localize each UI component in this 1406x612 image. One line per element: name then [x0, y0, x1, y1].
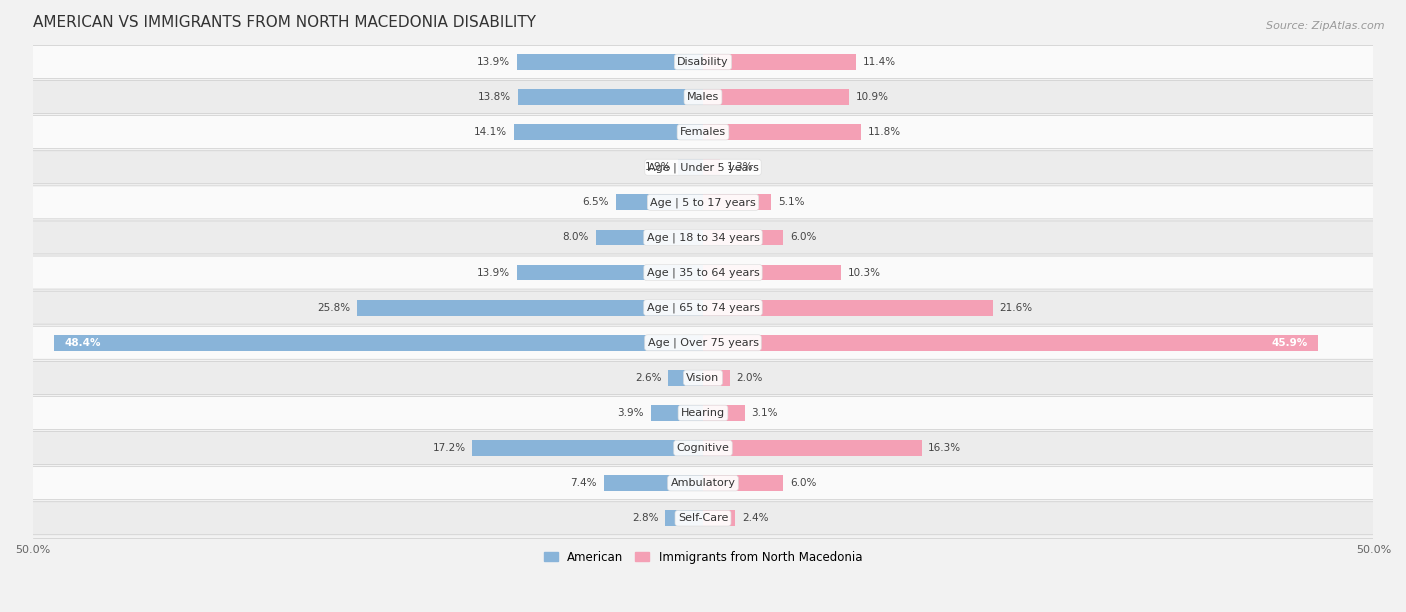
Bar	[596, 230, 703, 245]
Bar	[703, 370, 730, 386]
Text: 16.3%: 16.3%	[928, 443, 962, 453]
Text: 13.8%: 13.8%	[478, 92, 512, 102]
Bar	[516, 54, 703, 70]
Bar	[668, 370, 703, 386]
FancyBboxPatch shape	[32, 467, 1374, 499]
Text: Males: Males	[688, 92, 718, 102]
Text: Age | Under 5 years: Age | Under 5 years	[648, 162, 758, 173]
Text: 3.1%: 3.1%	[751, 408, 778, 418]
FancyBboxPatch shape	[32, 81, 1374, 114]
Text: 10.9%: 10.9%	[856, 92, 889, 102]
FancyBboxPatch shape	[32, 397, 1374, 430]
Text: 7.4%: 7.4%	[571, 478, 598, 488]
Bar	[703, 300, 993, 316]
Bar	[472, 440, 703, 456]
Bar	[703, 476, 783, 491]
Text: AMERICAN VS IMMIGRANTS FROM NORTH MACEDONIA DISABILITY: AMERICAN VS IMMIGRANTS FROM NORTH MACEDO…	[32, 15, 536, 30]
Text: 2.8%: 2.8%	[633, 513, 659, 523]
Bar	[703, 124, 862, 140]
Bar	[703, 440, 921, 456]
Bar	[651, 405, 703, 421]
Text: 17.2%: 17.2%	[433, 443, 465, 453]
Text: 1.3%: 1.3%	[727, 162, 754, 172]
FancyBboxPatch shape	[32, 45, 1374, 78]
Text: Age | 35 to 64 years: Age | 35 to 64 years	[647, 267, 759, 278]
Text: 21.6%: 21.6%	[1000, 303, 1032, 313]
Text: Vision: Vision	[686, 373, 720, 383]
Text: Age | Over 75 years: Age | Over 75 years	[648, 337, 758, 348]
Bar	[703, 264, 841, 280]
Bar	[703, 89, 849, 105]
Text: 25.8%: 25.8%	[318, 303, 350, 313]
Bar	[703, 230, 783, 245]
Text: 6.0%: 6.0%	[790, 233, 817, 242]
Text: 1.9%: 1.9%	[644, 162, 671, 172]
Text: Age | 65 to 74 years: Age | 65 to 74 years	[647, 302, 759, 313]
Text: Disability: Disability	[678, 57, 728, 67]
Text: 48.4%: 48.4%	[65, 338, 101, 348]
FancyBboxPatch shape	[32, 186, 1374, 219]
Text: 6.5%: 6.5%	[582, 197, 609, 207]
Bar	[703, 405, 745, 421]
Text: Source: ZipAtlas.com: Source: ZipAtlas.com	[1267, 21, 1385, 31]
Text: 13.9%: 13.9%	[477, 57, 510, 67]
Text: 2.4%: 2.4%	[742, 513, 769, 523]
Bar	[517, 89, 703, 105]
Text: 10.3%: 10.3%	[848, 267, 880, 278]
Text: Self-Care: Self-Care	[678, 513, 728, 523]
Bar	[603, 476, 703, 491]
Text: 45.9%: 45.9%	[1271, 338, 1308, 348]
Bar	[678, 159, 703, 175]
FancyBboxPatch shape	[32, 291, 1374, 324]
Bar	[703, 510, 735, 526]
Bar	[616, 195, 703, 211]
Text: 2.6%: 2.6%	[636, 373, 661, 383]
Bar	[515, 124, 703, 140]
FancyBboxPatch shape	[32, 502, 1374, 535]
Bar	[703, 195, 772, 211]
Text: 5.1%: 5.1%	[778, 197, 804, 207]
Text: Females: Females	[681, 127, 725, 137]
Bar	[516, 264, 703, 280]
Text: 2.0%: 2.0%	[737, 373, 763, 383]
Text: 14.1%: 14.1%	[474, 127, 508, 137]
Text: 11.4%: 11.4%	[862, 57, 896, 67]
Text: 8.0%: 8.0%	[562, 233, 589, 242]
Text: Ambulatory: Ambulatory	[671, 478, 735, 488]
Bar	[53, 335, 703, 351]
Text: Hearing: Hearing	[681, 408, 725, 418]
Text: Age | 5 to 17 years: Age | 5 to 17 years	[650, 197, 756, 207]
Text: 13.9%: 13.9%	[477, 267, 510, 278]
FancyBboxPatch shape	[32, 361, 1374, 394]
FancyBboxPatch shape	[32, 431, 1374, 465]
Legend: American, Immigrants from North Macedonia: American, Immigrants from North Macedoni…	[538, 546, 868, 569]
Text: 6.0%: 6.0%	[790, 478, 817, 488]
Text: 3.9%: 3.9%	[617, 408, 644, 418]
Text: 11.8%: 11.8%	[868, 127, 901, 137]
FancyBboxPatch shape	[32, 116, 1374, 149]
FancyBboxPatch shape	[32, 151, 1374, 184]
Bar	[357, 300, 703, 316]
Bar	[703, 54, 856, 70]
FancyBboxPatch shape	[32, 221, 1374, 254]
Text: Cognitive: Cognitive	[676, 443, 730, 453]
FancyBboxPatch shape	[32, 326, 1374, 359]
Bar	[665, 510, 703, 526]
Text: Age | 18 to 34 years: Age | 18 to 34 years	[647, 232, 759, 243]
Bar	[703, 159, 720, 175]
FancyBboxPatch shape	[32, 256, 1374, 289]
Bar	[703, 335, 1319, 351]
